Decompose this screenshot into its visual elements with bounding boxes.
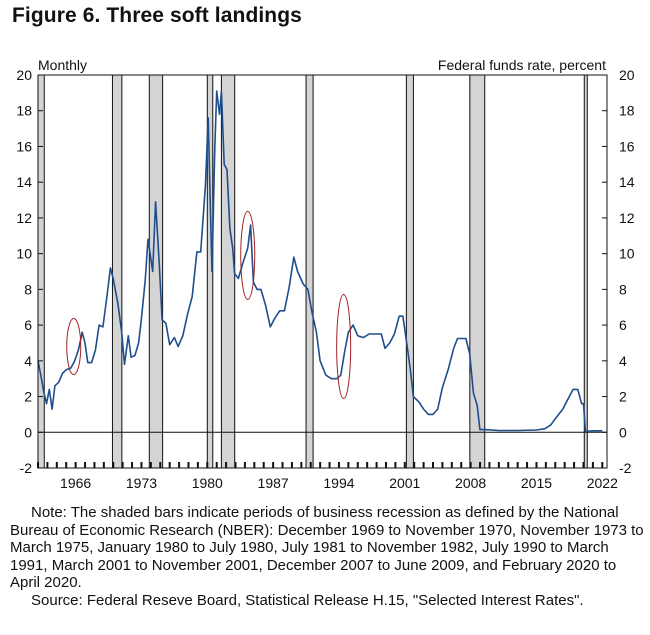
y-tick-label-left: 20	[16, 67, 32, 83]
left-axis: -2 0 2 4 6 8 10 12 14 16 18 20	[16, 67, 43, 476]
y-tick-label-left: 16	[16, 138, 32, 154]
y-tick-label-right: 20	[619, 67, 635, 83]
recession-bar-early	[37, 74, 45, 469]
y-tick-label-right: 18	[619, 103, 635, 119]
highlight-ellipse-3	[336, 294, 352, 400]
y-tick-label-right: -2	[619, 460, 632, 476]
highlight-ellipses	[66, 210, 352, 400]
y-tick-label-left: 2	[24, 389, 32, 405]
x-tick-label: 2001	[389, 475, 420, 491]
recession-bar-5	[305, 74, 314, 469]
highlight-ellipse-2	[240, 210, 256, 300]
y-tick-label-left: 0	[24, 424, 32, 440]
y-tick-label-left: 6	[24, 317, 32, 333]
y-tick-label-left: 18	[16, 103, 32, 119]
y-tick-label-left: 12	[16, 210, 32, 226]
series-line-1	[37, 90, 603, 433]
y-tick-label-right: 16	[619, 138, 635, 154]
series-layer	[37, 90, 603, 433]
x-minor-ticks	[37, 462, 604, 468]
recession-shading	[37, 74, 588, 469]
chart-title: Figure 6. Three soft landings	[12, 4, 302, 27]
y-tick-label-left: 14	[16, 174, 32, 190]
source-text: Source: Federal Reseve Board, Statistica…	[31, 591, 584, 609]
x-tick-label: 2008	[455, 475, 486, 491]
note-text: Note: The shaded bars indicate periods o…	[10, 504, 644, 591]
plot-frame	[37, 74, 608, 469]
y-tick-label-left: 10	[16, 246, 32, 262]
x-axis: 1966 1973 1980 1987 1994 2001 2008 2015 2022	[60, 475, 618, 491]
y-tick-label-left: 8	[24, 281, 32, 297]
y-tick-label-right: 6	[619, 317, 627, 333]
x-tick-label: 1980	[192, 475, 223, 491]
x-tick-label: 1966	[60, 475, 91, 491]
y-axis-label: Federal funds rate, percent	[438, 57, 606, 73]
y-tick-label-right: 12	[619, 210, 635, 226]
y-tick-label-right: 14	[619, 174, 635, 190]
y-tick-label-right: 0	[619, 424, 627, 440]
y-tick-label-right: 8	[619, 281, 627, 297]
x-tick-label: 1973	[126, 475, 157, 491]
highlight-ellipse-1	[66, 318, 82, 376]
y-tick-label-right: 2	[619, 389, 627, 405]
right-axis: -2 0 2 4 6 8 10 12 14 16 18 20	[602, 67, 635, 476]
figure-note: Note: The shaded bars indicate periods o…	[10, 504, 646, 609]
x-tick-label: 1994	[323, 475, 354, 491]
y-tick-label-left: 4	[24, 353, 32, 369]
y-tick-label-left: -2	[20, 460, 33, 476]
frequency-label: Monthly	[38, 57, 87, 73]
x-tick-label: 2022	[587, 475, 618, 491]
x-tick-label: 2015	[521, 475, 552, 491]
x-tick-label: 1987	[258, 475, 289, 491]
y-tick-label-right: 10	[619, 246, 635, 262]
y-tick-label-right: 4	[619, 353, 627, 369]
recession-bar-6	[405, 74, 414, 469]
recession-bar-8	[583, 74, 588, 469]
recession-bar-1	[111, 74, 123, 469]
recession-bar-2	[148, 74, 164, 469]
